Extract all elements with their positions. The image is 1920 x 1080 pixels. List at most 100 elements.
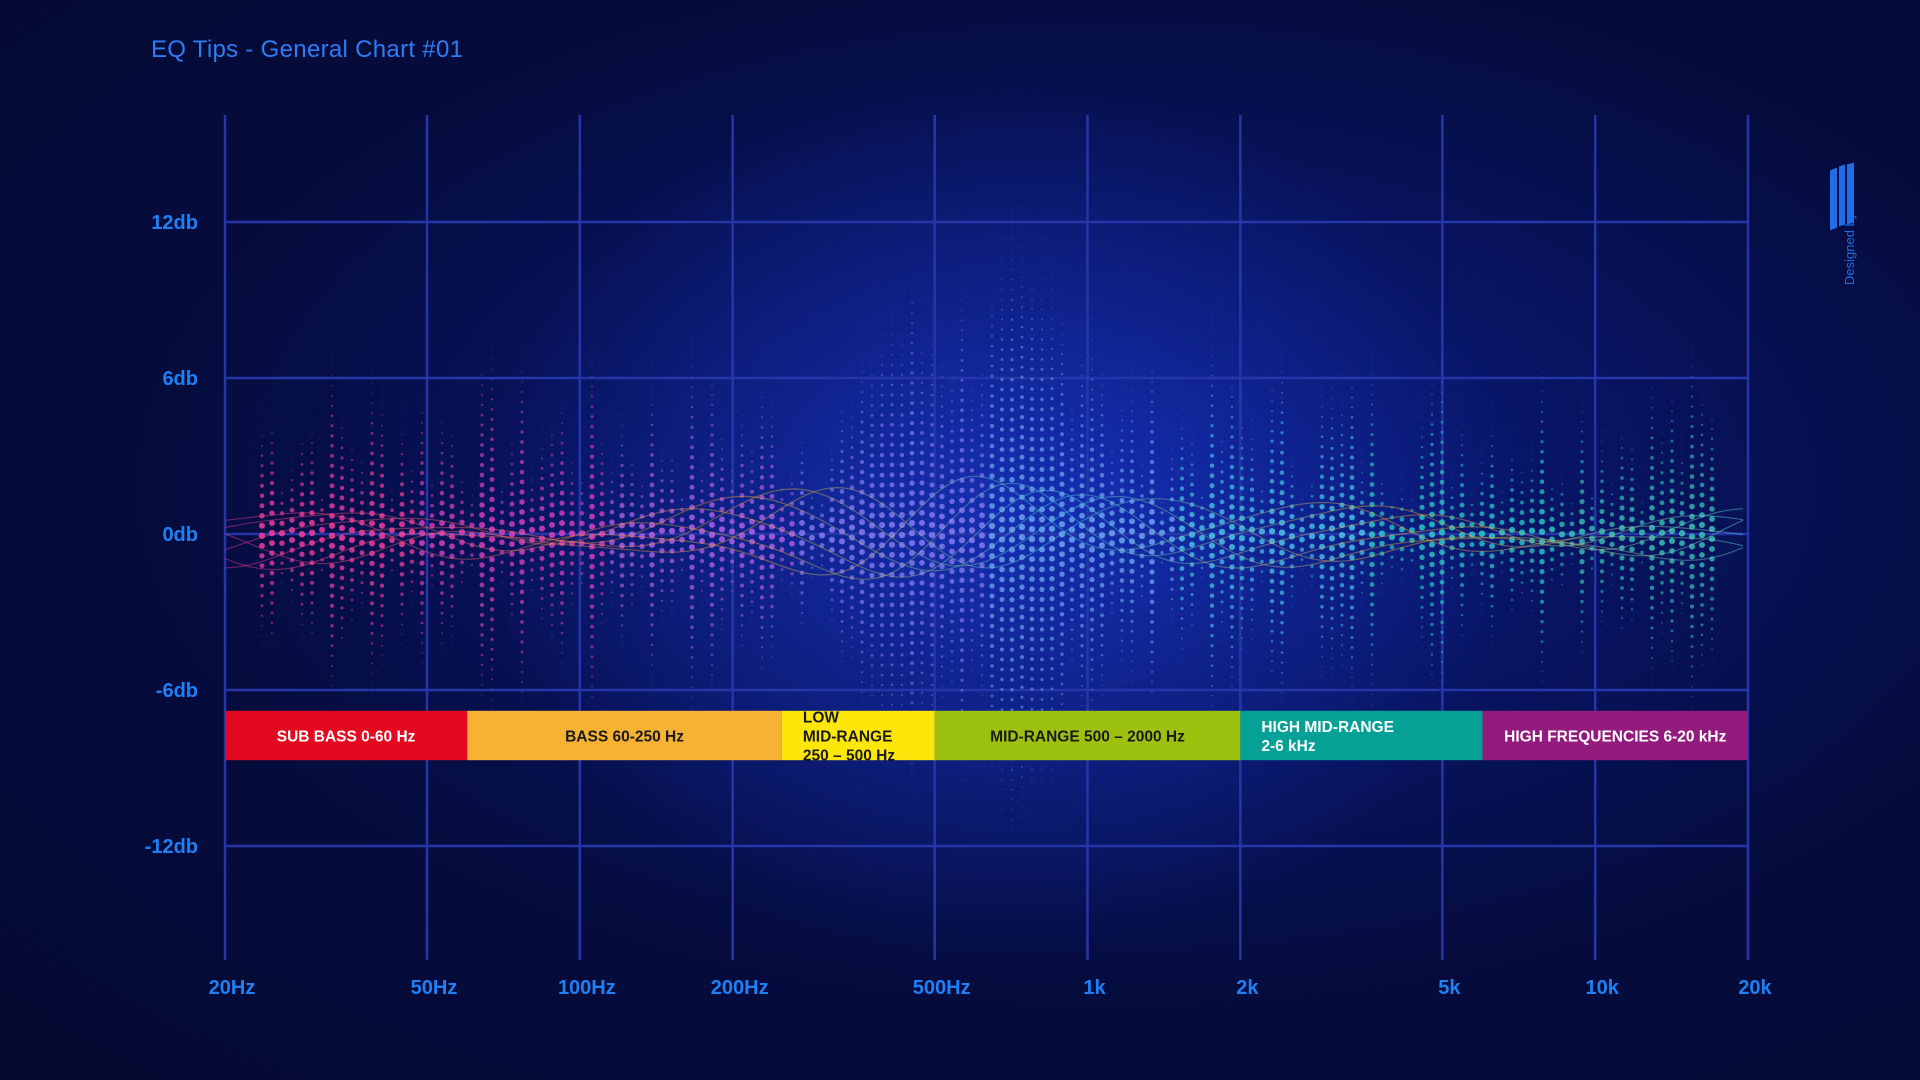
spectrum-dot: [300, 602, 304, 606]
spectrum-dot: [1541, 400, 1543, 403]
spectrum-dot: [1070, 457, 1074, 462]
spectrum-dot: [1079, 603, 1085, 608]
spectrum-dot: [651, 694, 653, 696]
spectrum-dot: [1599, 499, 1605, 504]
spectrum-dot: [1540, 620, 1544, 624]
spectrum-dot: [400, 472, 404, 476]
spectrum-dot: [1661, 412, 1663, 414]
spectrum-dot: [541, 447, 543, 450]
spectrum-dot: [629, 502, 635, 507]
spectrum-dot: [490, 617, 494, 622]
spectrum-dot: [370, 642, 374, 645]
spectrum-dot: [971, 679, 973, 681]
spectrum-dot: [921, 312, 923, 314]
spectrum-dot: [1039, 576, 1045, 583]
spectrum-dot: [930, 693, 934, 696]
spectrum-dot: [479, 582, 485, 588]
spectrum-dot: [270, 451, 274, 455]
spectrum-dot: [1231, 346, 1233, 348]
spectrum-dot: [1061, 313, 1063, 315]
spectrum-dot: [601, 622, 603, 625]
spectrum-dot: [651, 403, 653, 406]
spectrum-dot: [380, 424, 384, 427]
spectrum-dot: [1149, 469, 1155, 475]
spectrum-dot: [1021, 236, 1023, 238]
spectrum-dot: [720, 608, 724, 611]
spectrum-dot: [1239, 576, 1245, 581]
spectrum-dot: [1181, 397, 1183, 400]
spectrum-dot: [1369, 462, 1375, 467]
spectrum-dot: [769, 484, 775, 489]
spectrum-dot: [451, 635, 453, 637]
spectrum-dot: [490, 637, 494, 642]
spectrum-dot: [350, 598, 354, 602]
spectrum-dot: [920, 401, 924, 405]
spectrum-dot: [1171, 448, 1173, 450]
spectrum-dot: [271, 652, 273, 654]
spectrum-dot: [1171, 608, 1173, 611]
spectrum-dot: [1700, 633, 1704, 637]
spectrum-dot: [790, 572, 794, 576]
spectrum-dot: [911, 302, 913, 304]
spectrum-dot: [631, 613, 633, 616]
spectrum-dot: [391, 579, 393, 581]
spectrum-dot: [379, 503, 385, 509]
spectrum-dot: [1480, 571, 1484, 576]
spectrum-dot: [1041, 788, 1043, 791]
spectrum-dot: [621, 434, 623, 437]
spectrum-dot: [491, 688, 493, 691]
spectrum-dot: [851, 406, 853, 409]
spectrum-dot: [489, 486, 495, 492]
spectrum-dot: [431, 484, 433, 487]
spectrum-dot: [1330, 627, 1334, 630]
spectrum-dot: [659, 568, 665, 573]
spectrum-dot: [671, 610, 673, 612]
spectrum-dot: [960, 349, 964, 352]
spectrum-dot: [1330, 466, 1334, 471]
spectrum-dot: [1310, 564, 1314, 568]
spectrum-dot: [1429, 472, 1435, 477]
spectrum-dot: [331, 685, 333, 687]
spectrum-dot: [878, 542, 886, 549]
spectrum-dot: [1081, 374, 1083, 377]
spectrum-dot: [661, 440, 663, 442]
spectrum-dot: [661, 459, 663, 462]
spectrum-dot: [1619, 515, 1625, 521]
spectrum-dot: [960, 408, 964, 413]
spectrum-dot: [1149, 479, 1155, 485]
spectrum-dot: [690, 645, 694, 649]
spectrum-dot: [1349, 465, 1355, 470]
spectrum-dot: [559, 490, 565, 496]
spectrum-dot: [1301, 489, 1303, 491]
spectrum-dot: [930, 433, 934, 437]
spectrum-dot: [710, 443, 714, 447]
spectrum-dot: [860, 440, 864, 444]
spectrum-dot: [1438, 539, 1446, 546]
spectrum-dot: [1440, 420, 1444, 424]
spectrum-dot: [1090, 658, 1094, 662]
spectrum-dot: [1698, 521, 1706, 528]
spectrum-dot: [441, 402, 443, 404]
spectrum-dot: [391, 479, 393, 481]
spectrum-dot: [1649, 595, 1655, 600]
spectrum-dot: [1141, 465, 1143, 467]
spectrum-dot: [310, 480, 314, 485]
band-label: HIGH FREQUENCIES 6-20 kHz: [1504, 729, 1726, 746]
spectrum-dot: [1318, 523, 1326, 530]
spectrum-dot: [660, 578, 664, 583]
spectrum-dot: [869, 483, 875, 489]
spectrum-dot: [690, 396, 694, 399]
spectrum-dot: [590, 405, 594, 408]
spectrum-dot: [941, 345, 943, 348]
spectrum-dot: [769, 494, 775, 499]
spectrum-dot: [1339, 482, 1345, 488]
spectrum-dot: [848, 524, 856, 531]
spectrum-dot: [1661, 642, 1663, 644]
spectrum-dot: [1231, 336, 1233, 338]
spectrum-dot: [1329, 565, 1335, 571]
spectrum-dot: [489, 587, 495, 592]
spectrum-dot: [400, 592, 404, 596]
spectrum-dot: [1090, 418, 1094, 422]
spectrum-dot: [871, 344, 873, 347]
spectrum-dot: [919, 600, 925, 606]
